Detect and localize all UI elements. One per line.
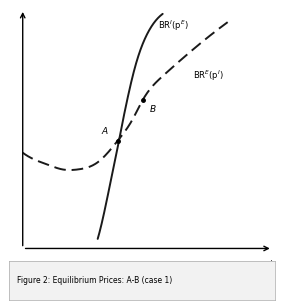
Text: A: A [102,127,108,136]
Text: B: B [150,105,156,114]
Text: BR$^E$(p$^I$): BR$^E$(p$^I$) [193,69,224,83]
Text: BR$^I$(p$^E$): BR$^I$(p$^E$) [158,19,189,33]
Text: p$^I$: p$^I$ [263,258,273,274]
Text: Figure 2: Equilibrium Prices: A-B (case 1): Figure 2: Equilibrium Prices: A-B (case … [16,276,172,285]
